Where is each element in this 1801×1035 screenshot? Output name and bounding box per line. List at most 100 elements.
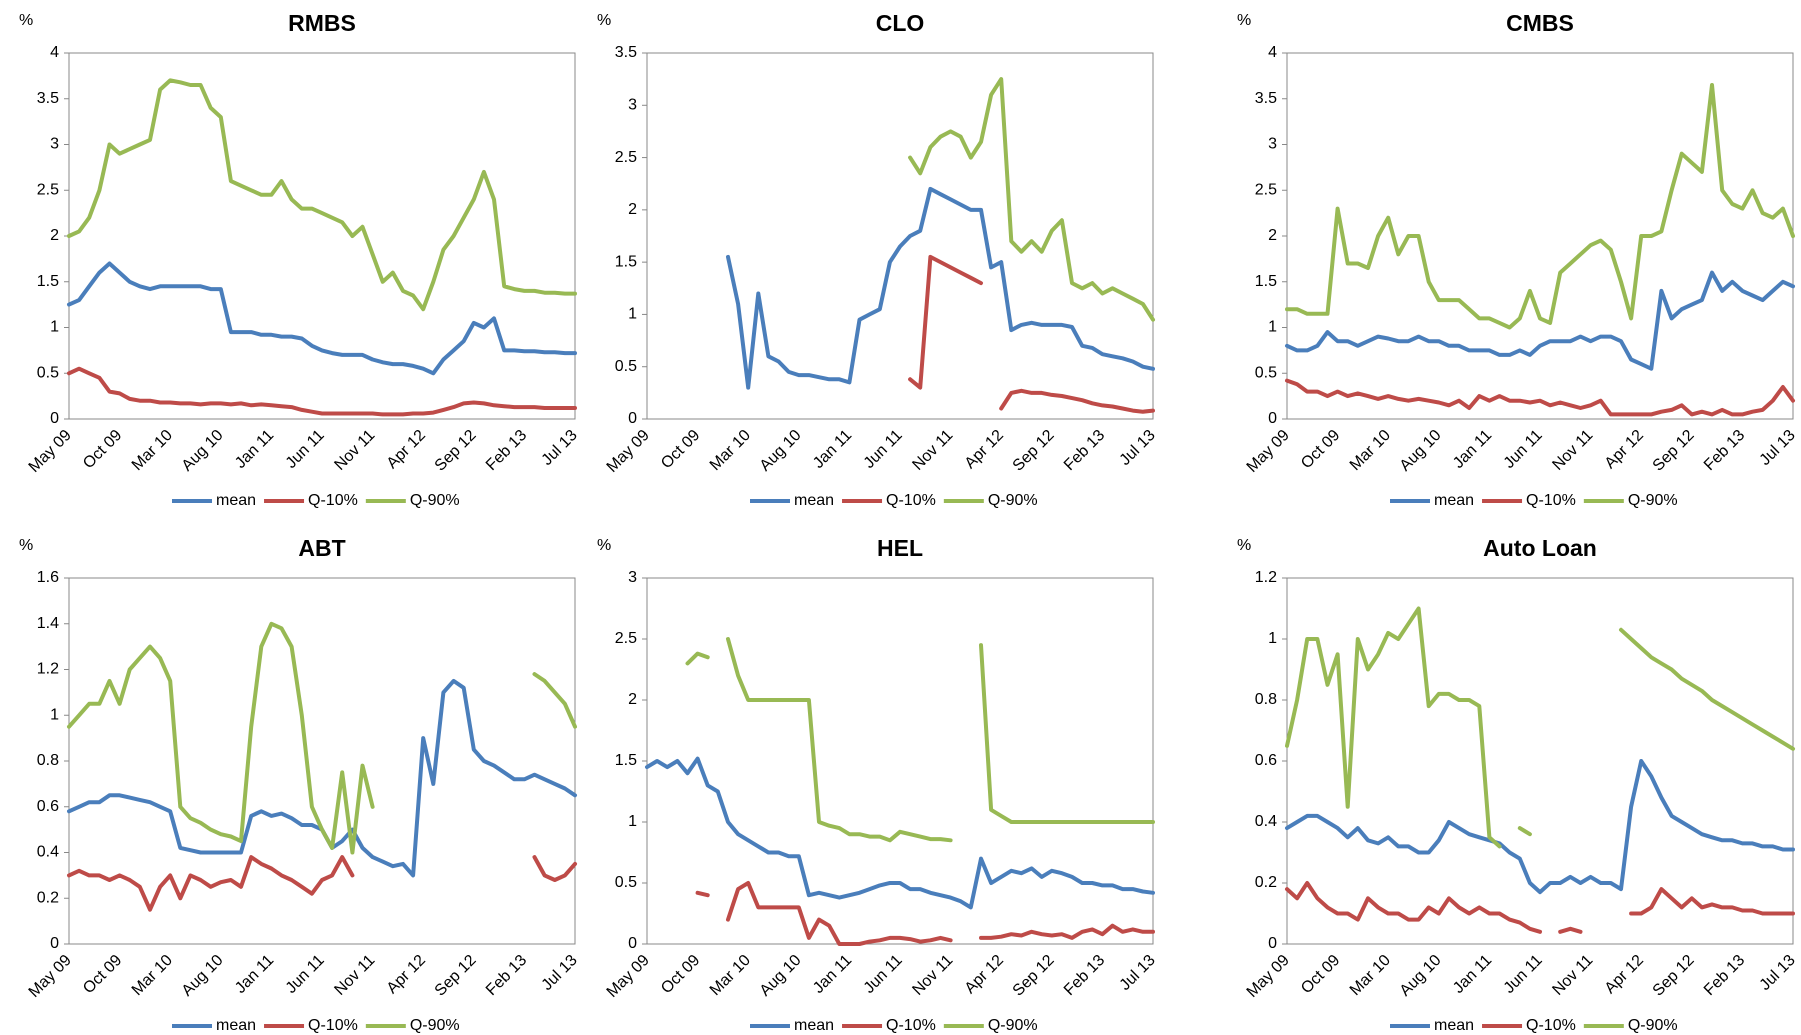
series-line	[67, 678, 577, 878]
x-tick-label: Apr 12	[1602, 427, 1647, 472]
x-tick-label: Aug 10	[179, 952, 227, 1000]
x-tick-label: Jun 11	[1501, 427, 1546, 472]
series-line	[979, 923, 1155, 940]
y-tick-label: 0	[628, 410, 637, 427]
y-tick-label: 0	[50, 410, 59, 427]
y-tick-label: 1.5	[615, 752, 637, 769]
series-line	[1285, 270, 1795, 371]
chart-title: CLO	[876, 10, 925, 36]
x-tick-label: Jul 13	[1757, 952, 1799, 994]
y-tick-label: 3.5	[1255, 90, 1277, 107]
chart-title: RMBS	[288, 10, 356, 36]
series-line	[1629, 887, 1795, 916]
y-tick-label: 1	[628, 306, 637, 323]
x-tick-label: Jan 11	[810, 427, 855, 472]
y-tick-label: 0	[50, 935, 59, 952]
x-tick-label: May 09	[26, 952, 75, 1001]
y-tick-label: 3.5	[615, 44, 637, 61]
legend-label: mean	[1434, 1017, 1474, 1034]
series-line	[908, 254, 983, 390]
legend-label: Q-10%	[886, 1017, 936, 1034]
x-tick-label: Jul 13	[1117, 952, 1159, 994]
series-line	[726, 637, 953, 843]
x-tick-label: Jun 11	[283, 952, 328, 997]
legend-label: Q-10%	[308, 1017, 358, 1034]
x-tick-label: Feb 13	[1701, 427, 1748, 474]
x-tick-label: Jan 11	[232, 952, 277, 997]
x-tick-label: Aug 10	[1397, 427, 1445, 475]
x-tick-label: Sep 12	[432, 952, 480, 1000]
x-tick-label: Oct 09	[658, 952, 703, 997]
x-tick-label: May 09	[1244, 952, 1293, 1001]
panel: ABT% 0 0.2 0.4 0.6 0.8 1 1.2 1.4 1.6 May 09 Oct 09 M…	[19, 535, 581, 1034]
x-tick-label: Mar 10	[707, 427, 754, 474]
y-tick-label: 3	[628, 569, 637, 586]
x-tick-label: Oct 09	[658, 427, 703, 472]
y-axis-label: %	[19, 537, 33, 554]
x-tick-label: Jul 13	[1757, 427, 1799, 469]
panel: CLO% 0 0.5 1 1.5 2 2.5 3 3.5 May 09 Oct 09 Mar 10 Au…	[597, 10, 1159, 509]
y-tick-label: 2	[50, 227, 59, 244]
series-line	[1619, 627, 1795, 751]
y-tick-label: 2.5	[1255, 181, 1277, 198]
x-tick-label: Nov 11	[331, 952, 378, 999]
y-tick-label: 2	[628, 691, 637, 708]
x-tick-label: Sep 12	[1650, 427, 1698, 475]
y-tick-label: 0.6	[37, 798, 59, 815]
x-tick-label: Jun 11	[861, 952, 906, 997]
series-line	[695, 890, 710, 898]
x-tick-label: Jul 13	[539, 952, 581, 994]
y-tick-label: 0.8	[1255, 691, 1277, 708]
x-tick-label: Feb 13	[1061, 427, 1108, 474]
x-tick-label: Jun 11	[861, 427, 906, 472]
series-line	[1517, 826, 1532, 837]
y-tick-label: 3	[50, 136, 59, 153]
x-tick-label: Jul 13	[539, 427, 581, 469]
series-line	[1285, 83, 1795, 330]
y-tick-label: 0.4	[37, 844, 59, 861]
x-tick-label: Sep 12	[1010, 427, 1058, 475]
legend-label: Q-10%	[308, 492, 358, 509]
x-tick-label: Feb 13	[483, 952, 530, 999]
x-tick-label: Mar 10	[1347, 427, 1394, 474]
y-tick-label: 1	[50, 319, 59, 336]
panel: Auto Loan% 0 0.2 0.4 0.6 0.8 1 1.2 May 09 Oct 09 M…	[1237, 535, 1799, 1034]
y-tick-label: 3.5	[37, 90, 59, 107]
y-tick-label: 4	[50, 44, 59, 61]
y-tick-label: 2.5	[37, 181, 59, 198]
y-tick-label: 0	[1268, 935, 1277, 952]
y-tick-label: 2.5	[615, 149, 637, 166]
y-tick-label: 0.6	[1255, 752, 1277, 769]
series-line	[726, 186, 1155, 390]
x-tick-label: Apr 12	[962, 952, 1007, 997]
y-tick-label: 0.4	[1255, 813, 1277, 830]
chart-title: HEL	[877, 535, 923, 561]
x-tick-label: May 09	[604, 952, 653, 1001]
y-tick-label: 2	[628, 201, 637, 218]
series-line	[999, 388, 1155, 414]
series-line	[726, 881, 953, 946]
x-tick-label: Oct 09	[80, 427, 125, 472]
y-tick-label: 1.5	[1255, 273, 1277, 290]
x-tick-label: Oct 09	[80, 952, 125, 997]
x-tick-label: Jan 11	[1450, 952, 1495, 997]
series-line	[67, 261, 577, 376]
legend-label: mean	[794, 492, 834, 509]
x-tick-label: Mar 10	[129, 427, 176, 474]
y-tick-label: 0.2	[37, 889, 59, 906]
series-line	[532, 672, 577, 729]
series-line	[908, 77, 1155, 322]
y-tick-label: 1	[628, 813, 637, 830]
y-tick-label: 1.2	[1255, 569, 1277, 586]
x-tick-label: Apr 12	[384, 427, 429, 472]
x-tick-label: May 09	[26, 427, 75, 476]
x-tick-label: Aug 10	[179, 427, 227, 475]
y-tick-label: 0.5	[1255, 364, 1277, 381]
plot-frame	[1286, 577, 1794, 945]
y-tick-label: 0.2	[1255, 874, 1277, 891]
x-tick-label: Jan 11	[232, 427, 277, 472]
x-tick-label: Sep 12	[432, 427, 480, 475]
x-tick-label: Jun 11	[283, 427, 328, 472]
x-tick-label: Nov 11	[331, 427, 378, 474]
